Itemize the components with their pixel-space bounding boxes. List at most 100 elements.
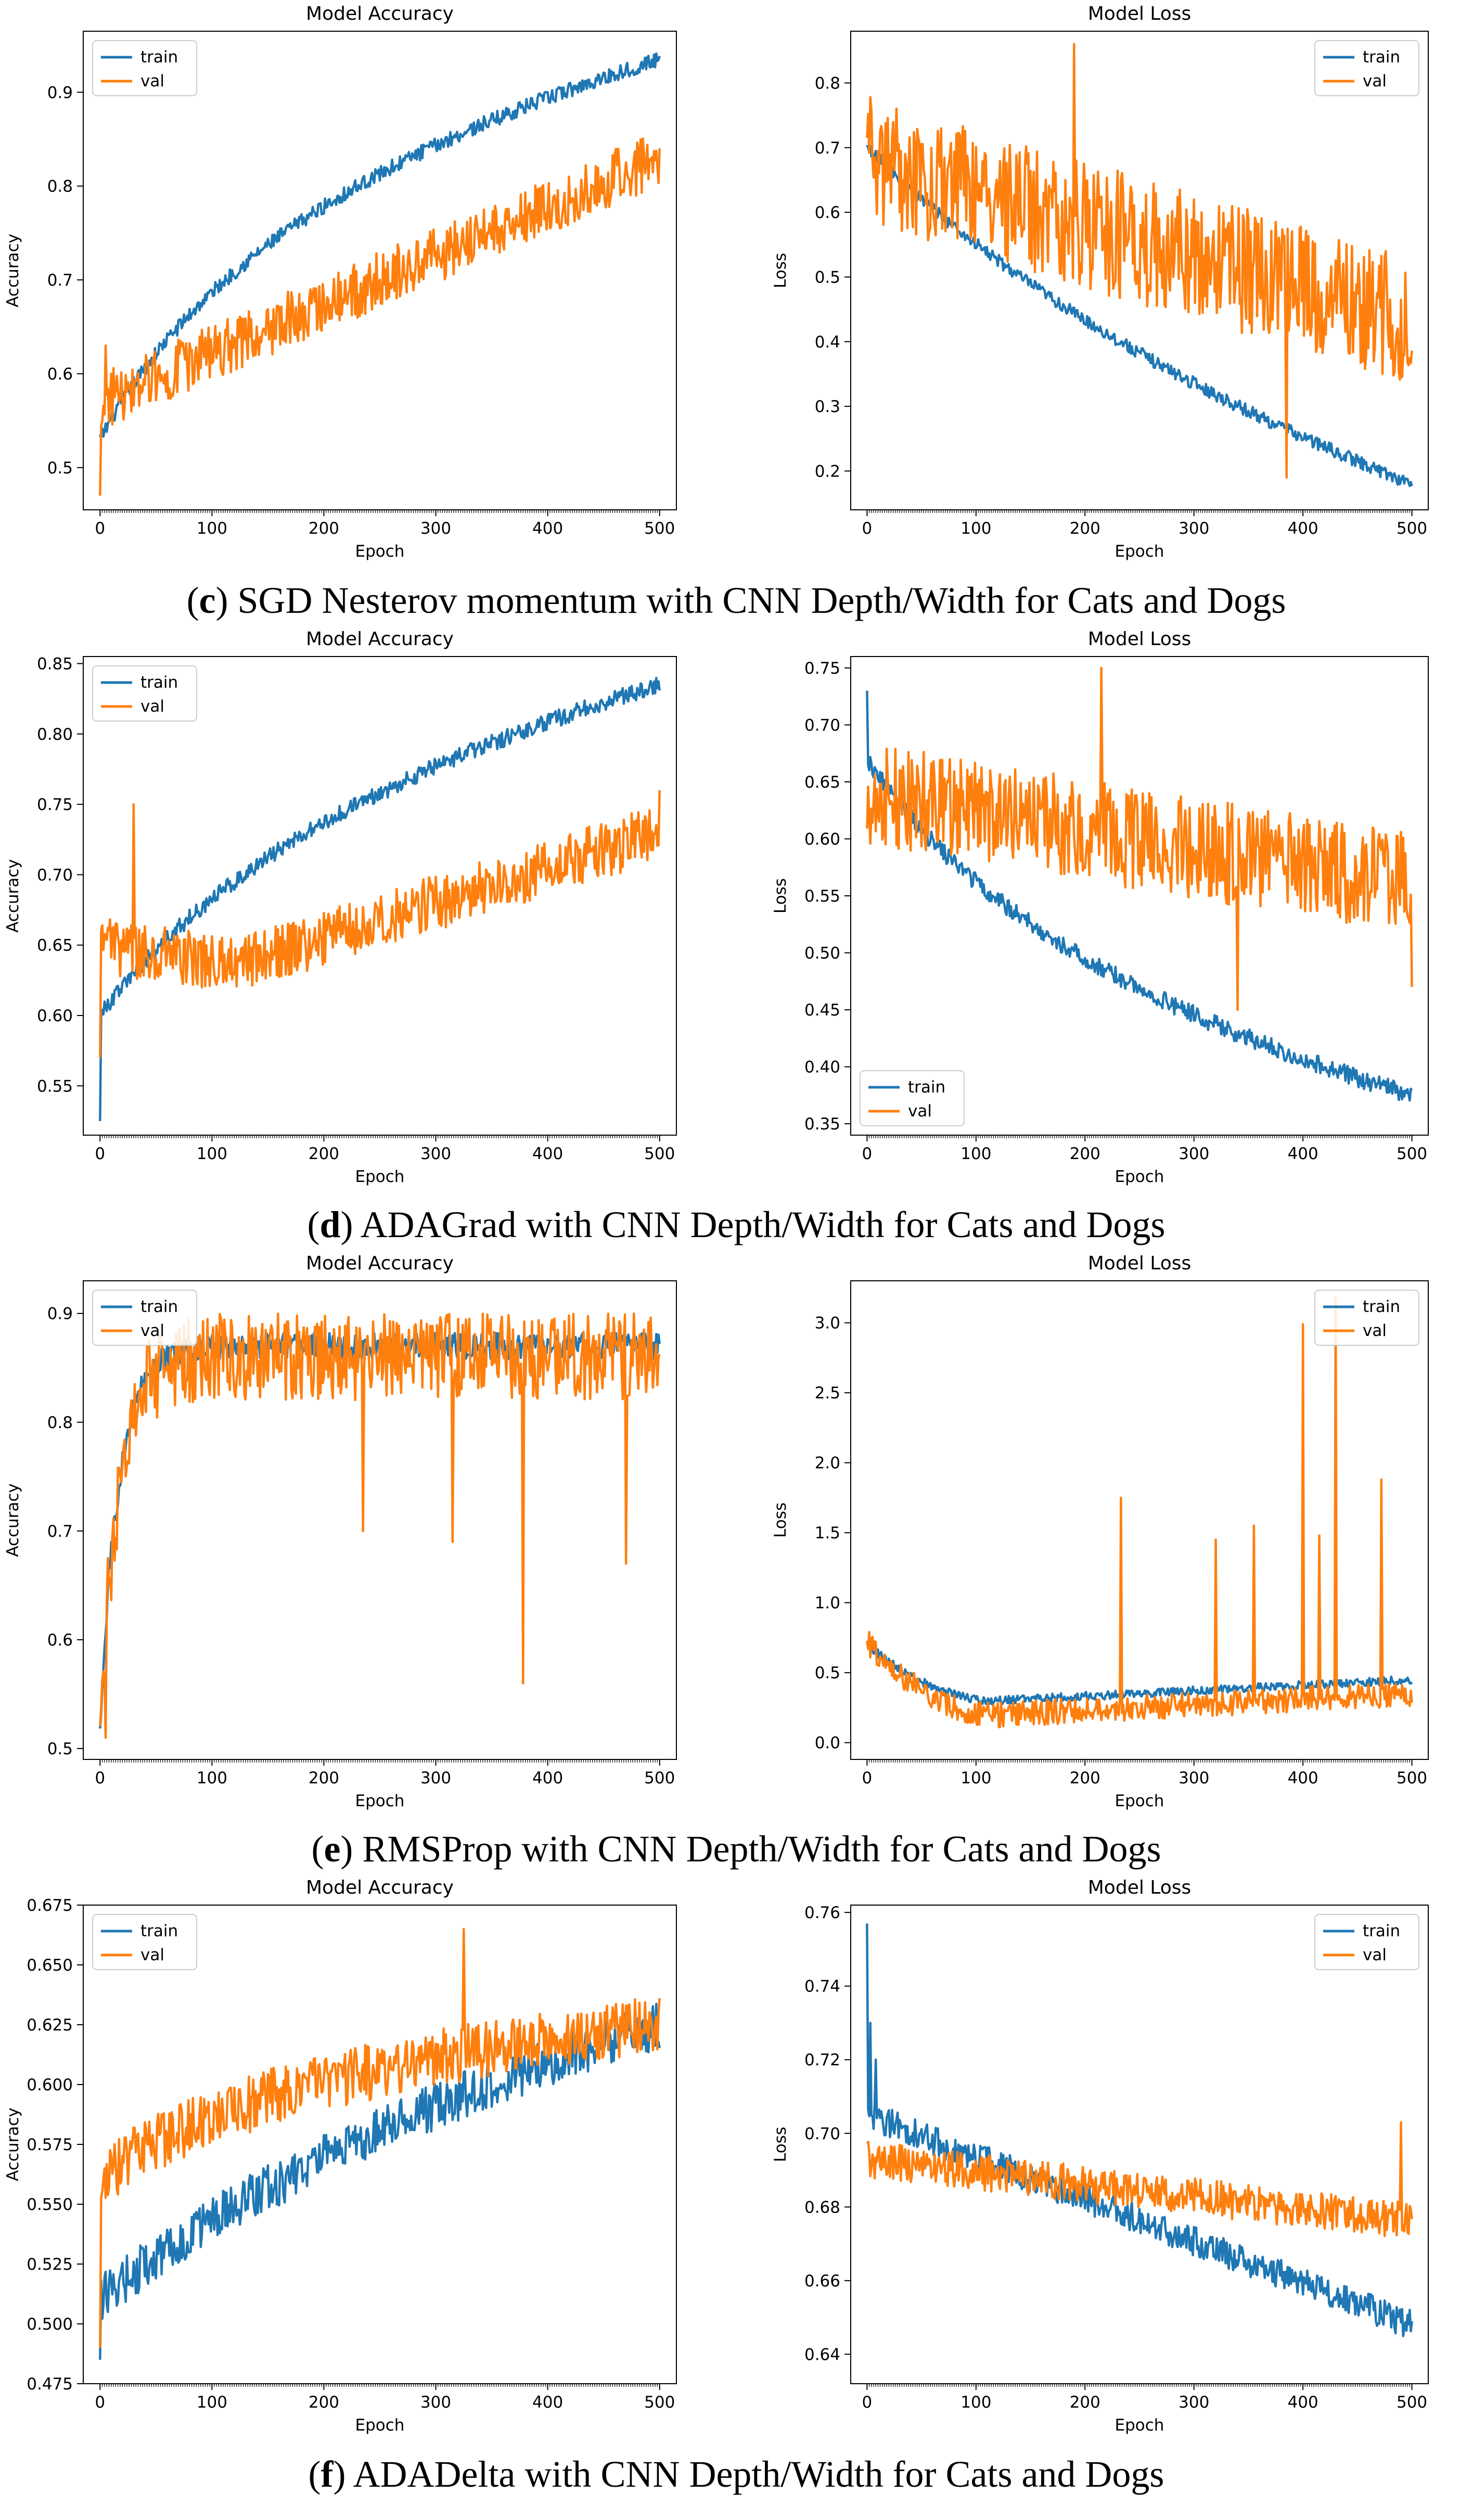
caption-letter: e bbox=[324, 1828, 340, 1870]
y-tick-label: 0.6 bbox=[47, 1631, 73, 1650]
caption-text: ADADelta with CNN Depth/Width for Cats a… bbox=[353, 2453, 1164, 2495]
y-tick-label: 3.0 bbox=[815, 1314, 840, 1333]
caption-close-paren: ) bbox=[334, 2453, 353, 2495]
y-tick-label: 0.75 bbox=[37, 795, 73, 814]
legend-label-val: val bbox=[140, 72, 164, 91]
caption-open-paren: ( bbox=[311, 1828, 324, 1870]
y-tick-label: 0.80 bbox=[37, 725, 73, 744]
x-tick-label: 100 bbox=[960, 1769, 991, 1788]
series-line-val bbox=[866, 2121, 1413, 2238]
y-tick-label: 0.74 bbox=[804, 1977, 840, 1996]
x-tick-label: 0 bbox=[862, 1145, 873, 1163]
x-axis-label: Epoch bbox=[355, 542, 405, 561]
y-tick-label: 0.475 bbox=[27, 2375, 73, 2394]
y-tick-label: 0.5 bbox=[815, 1664, 840, 1682]
chart-d-right: Model Loss 0 100 200 300 400 500 0.35 0.40 0.45 0.… bbox=[771, 628, 1429, 1186]
x-tick-label: 200 bbox=[1070, 2393, 1100, 2412]
chart-e-right: Model Loss 0 100 200 300 400 500 0.0 0.5 1.0 1.5 2.… bbox=[771, 1253, 1429, 1810]
x-tick-label: 0 bbox=[95, 1145, 105, 1163]
x-tick-label: 400 bbox=[532, 1769, 563, 1788]
chart-title: Model Accuracy bbox=[306, 628, 454, 650]
y-tick-label: 0.72 bbox=[804, 2051, 840, 2069]
x-tick-label: 200 bbox=[1070, 1769, 1100, 1788]
x-tick-label: 200 bbox=[309, 1145, 339, 1163]
legend: train val bbox=[92, 40, 197, 96]
series-line-val bbox=[866, 43, 1413, 479]
x-tick-label: 300 bbox=[420, 1145, 451, 1163]
y-axis-label: Accuracy bbox=[4, 234, 22, 307]
x-tick-label: 500 bbox=[1397, 1145, 1427, 1163]
y-tick-label: 0.8 bbox=[815, 74, 840, 93]
x-axis-label: Epoch bbox=[1115, 1792, 1164, 1810]
series-group bbox=[99, 1927, 661, 2360]
chart-title: Model Loss bbox=[1088, 1253, 1192, 1274]
chart-title: Model Accuracy bbox=[306, 1877, 454, 1898]
series-line-val bbox=[99, 1312, 661, 1739]
x-tick-label: 100 bbox=[197, 1145, 227, 1163]
y-tick-label: 0.7 bbox=[47, 1522, 73, 1541]
y-axis-label: Loss bbox=[771, 878, 790, 914]
x-tick-label: 400 bbox=[532, 2393, 563, 2412]
y-tick-label: 0.3 bbox=[815, 397, 840, 416]
y-tick-label: 0.85 bbox=[37, 655, 73, 674]
y-tick-label: 0.76 bbox=[804, 1904, 840, 1922]
chart-d-left: Model Accuracy 0 100 200 300 400 500 0.55 0.60 0.… bbox=[4, 628, 677, 1186]
chart-title: Model Loss bbox=[1088, 628, 1192, 650]
x-axis-label: Epoch bbox=[355, 2416, 405, 2435]
legend: train val bbox=[1314, 1290, 1419, 1346]
x-tick-label: 500 bbox=[644, 2393, 675, 2412]
x-tick-label: 300 bbox=[1179, 2393, 1209, 2412]
series-line-train bbox=[866, 690, 1413, 1102]
y-tick-label: 0.70 bbox=[804, 2125, 840, 2143]
x-tick-label: 0 bbox=[95, 2393, 105, 2412]
x-tick-label: 300 bbox=[420, 519, 451, 538]
y-tick-label: 0.6 bbox=[815, 203, 840, 222]
y-tick-label: 0.55 bbox=[804, 887, 840, 906]
series-line-train bbox=[866, 1923, 1413, 2337]
axes-frame bbox=[850, 31, 1429, 510]
caption-e: (e) RMSProp with CNN Depth/Width for Cat… bbox=[311, 1828, 1161, 1870]
y-tick-label: 0.7 bbox=[47, 271, 73, 290]
x-tick-label: 100 bbox=[960, 519, 991, 538]
x-tick-label: 400 bbox=[1288, 2393, 1318, 2412]
y-tick-label: 0.6 bbox=[47, 365, 73, 383]
y-tick-label: 0.9 bbox=[47, 1305, 73, 1323]
series-group bbox=[99, 52, 661, 496]
x-tick-label: 200 bbox=[309, 1769, 339, 1788]
x-tick-label: 0 bbox=[862, 2393, 873, 2412]
legend-label-train: train bbox=[1363, 1922, 1400, 1940]
y-tick-label: 0.55 bbox=[37, 1077, 73, 1096]
legend-label-train: train bbox=[140, 48, 178, 67]
axes-frame bbox=[83, 656, 677, 1136]
y-tick-label: 0.8 bbox=[47, 1413, 73, 1432]
x-tick-label: 100 bbox=[960, 1145, 991, 1163]
x-axis-label: Epoch bbox=[1115, 542, 1164, 561]
y-tick-label: 0.64 bbox=[804, 2345, 840, 2364]
chart-title: Model Loss bbox=[1088, 1877, 1192, 1898]
series-line-val bbox=[866, 1296, 1413, 1729]
caption-open-paren: ( bbox=[187, 580, 199, 621]
chart-e-left: Model Accuracy 0 100 200 300 400 500 0.5 0.6 0.7 0… bbox=[4, 1253, 677, 1810]
x-tick-label: 500 bbox=[644, 1769, 675, 1788]
y-tick-label: 0.9 bbox=[47, 83, 73, 102]
x-tick-label: 200 bbox=[1070, 1145, 1100, 1163]
y-tick-label: 0.70 bbox=[37, 866, 73, 884]
caption-text: SGD Nesterov momentum with CNN Depth/Wid… bbox=[238, 580, 1286, 621]
y-axis-label: Loss bbox=[771, 1502, 790, 1538]
caption-close-paren: ) bbox=[216, 580, 238, 621]
y-tick-label: 0.525 bbox=[27, 2255, 73, 2274]
legend-label-val: val bbox=[1363, 1946, 1387, 1964]
caption-text: ADAGrad with CNN Depth/Width for Cats an… bbox=[361, 1204, 1165, 1245]
x-tick-label: 300 bbox=[1179, 519, 1209, 538]
x-tick-label: 100 bbox=[197, 519, 227, 538]
chart-f-left: Model Accuracy 0 100 200 300 400 500 0.475 0.500… bbox=[4, 1877, 677, 2435]
y-tick-label: 0.65 bbox=[37, 936, 73, 955]
y-tick-label: 0.45 bbox=[804, 1001, 840, 1020]
series-line-val bbox=[99, 790, 661, 1058]
series-group bbox=[99, 676, 661, 1121]
caption-close-paren: ) bbox=[340, 1828, 362, 1870]
y-tick-label: 0.68 bbox=[804, 2198, 840, 2217]
x-tick-label: 500 bbox=[644, 1145, 675, 1163]
legend-label-train: train bbox=[1363, 1297, 1400, 1316]
y-tick-label: 0.35 bbox=[804, 1115, 840, 1134]
